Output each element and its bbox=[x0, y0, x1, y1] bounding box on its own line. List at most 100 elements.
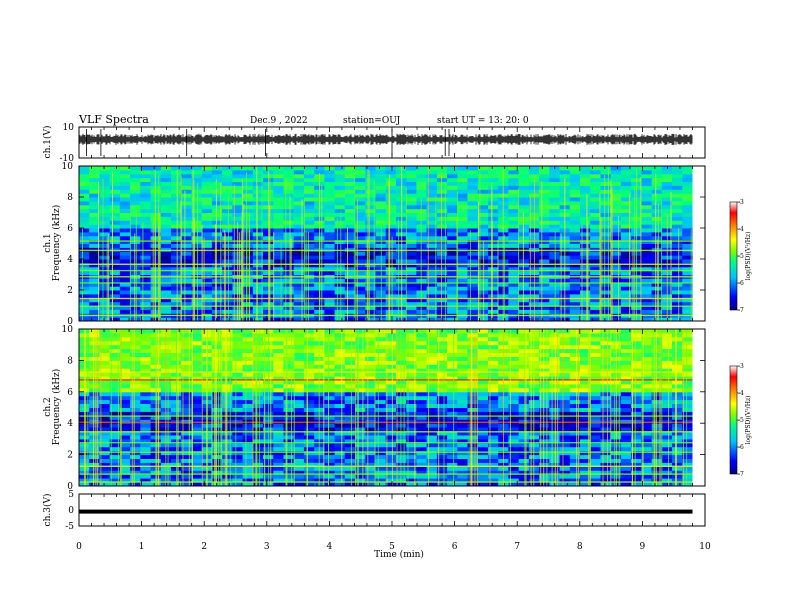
spectrogram-cell bbox=[651, 301, 663, 306]
spectrogram-cell bbox=[191, 197, 203, 202]
spectrogram-cell bbox=[160, 189, 172, 194]
spectrogram-cell bbox=[641, 435, 653, 440]
spectrogram-cell bbox=[222, 470, 233, 475]
spectrogram-cell bbox=[549, 220, 560, 225]
spectrogram-cell bbox=[365, 251, 376, 256]
spectrogram-cell bbox=[682, 197, 693, 202]
spectrogram-cell bbox=[549, 454, 560, 459]
spectrogram-cell bbox=[140, 348, 151, 353]
spectrogram-cell bbox=[600, 290, 612, 295]
spectrogram-cell bbox=[641, 450, 653, 456]
spectrogram-cell bbox=[211, 368, 223, 373]
spectrogram-cell bbox=[620, 278, 632, 283]
spectrogram-cell bbox=[641, 442, 653, 448]
spectrogram-cell bbox=[252, 305, 264, 310]
spectrogram-cell bbox=[416, 332, 428, 338]
spectrogram-cell bbox=[447, 243, 458, 248]
spectrogram-cell bbox=[252, 228, 264, 233]
spectrogram-cell bbox=[171, 262, 182, 268]
spectrogram-cell bbox=[416, 169, 428, 175]
spectrogram-cell bbox=[150, 177, 162, 182]
spectrogram-cell bbox=[334, 224, 346, 229]
spectrogram-cell bbox=[181, 478, 192, 483]
spectrogram-cell bbox=[252, 309, 264, 314]
spectrogram-cell bbox=[324, 446, 336, 452]
spectrogram-cell bbox=[140, 336, 151, 342]
spectrogram-cell bbox=[406, 466, 417, 471]
spectrogram-cell bbox=[651, 228, 663, 233]
spectrogram-cell bbox=[457, 415, 468, 420]
spectrogram-cell bbox=[150, 231, 162, 237]
spectrogram-cell bbox=[119, 415, 131, 420]
spectrogram-cell bbox=[508, 282, 520, 287]
spectrogram-cell bbox=[406, 286, 417, 291]
spectrogram-cell bbox=[385, 166, 397, 171]
spectrogram-cell bbox=[171, 266, 182, 272]
spectrogram-cell bbox=[160, 200, 172, 206]
spectrogram-cell bbox=[303, 204, 315, 210]
spectrogram-cell bbox=[324, 474, 336, 479]
spectrogram-cell bbox=[488, 189, 499, 194]
spectrogram-cell bbox=[620, 290, 632, 295]
spectrogram-cell bbox=[355, 259, 366, 264]
spectrogram-cell bbox=[426, 446, 438, 452]
spectrogram-cell bbox=[324, 262, 336, 268]
spectrogram-cell bbox=[549, 270, 560, 275]
spectrogram-cell bbox=[580, 278, 591, 283]
spectrogram-cell bbox=[508, 216, 520, 221]
spectrogram-cell bbox=[252, 462, 264, 467]
spectrogram-cell bbox=[682, 415, 693, 420]
spectrogram-cell bbox=[600, 470, 612, 475]
spectrogram-cell bbox=[447, 309, 458, 314]
spectrogram-cell bbox=[334, 419, 346, 424]
sferic-burst bbox=[678, 228, 680, 321]
spectrogram-cell bbox=[672, 446, 683, 452]
spectrogram-cell bbox=[191, 411, 203, 416]
spectrogram-cell bbox=[242, 212, 254, 217]
spectrogram-cell bbox=[406, 364, 417, 369]
spectrogram-cell bbox=[119, 329, 131, 334]
spectrogram-cell bbox=[559, 482, 571, 487]
spectrogram-cell bbox=[406, 282, 417, 287]
spectrogram-cell bbox=[201, 169, 213, 175]
spectrogram-cell bbox=[334, 376, 346, 381]
spectrogram-cell bbox=[569, 266, 581, 272]
spectrogram-cell bbox=[324, 391, 336, 397]
spectrogram-cell bbox=[682, 177, 693, 182]
spectrogram-cell bbox=[201, 259, 213, 264]
spectrogram-cell bbox=[150, 286, 162, 291]
spectrogram-cell bbox=[477, 360, 489, 365]
spectrogram-cell bbox=[365, 411, 376, 416]
spectrogram-cell bbox=[580, 332, 591, 338]
spectrogram-cell bbox=[140, 290, 151, 295]
spectrogram-cell bbox=[130, 427, 141, 432]
spectrogram-cell bbox=[375, 356, 387, 361]
spectrogram-cell bbox=[447, 169, 458, 175]
spectrogram-cell bbox=[610, 181, 622, 186]
spectrogram-cell bbox=[140, 216, 151, 221]
spectrogram-cell bbox=[518, 282, 530, 287]
spectrogram-cell bbox=[682, 301, 693, 306]
spectrogram-cell bbox=[99, 224, 111, 229]
spectrogram-cell bbox=[508, 454, 520, 459]
spectrogram-cell bbox=[303, 200, 315, 206]
spectrogram-cell bbox=[457, 181, 468, 186]
spectrogram-cell bbox=[252, 356, 264, 361]
spectrogram-cell bbox=[620, 262, 632, 268]
spectrogram-cell bbox=[672, 411, 683, 416]
spectrogram-cell bbox=[222, 166, 233, 171]
spectrogram-cell bbox=[303, 332, 315, 338]
spectrogram-cell bbox=[211, 442, 223, 448]
spectrogram-cell bbox=[140, 376, 151, 381]
spectrogram-cell bbox=[324, 208, 336, 213]
spectrogram-cell bbox=[457, 220, 468, 225]
spectrogram-cell bbox=[661, 407, 673, 412]
spectrogram-cell bbox=[580, 399, 591, 404]
spectrogram-cell bbox=[447, 470, 458, 475]
spectrogram-cell bbox=[416, 364, 428, 369]
spectrogram-cell bbox=[273, 391, 284, 397]
spectrogram-cell bbox=[600, 204, 612, 210]
spectrogram-cell bbox=[140, 212, 151, 217]
spectrogram-cell bbox=[672, 204, 683, 210]
spectrogram-cell bbox=[682, 411, 693, 416]
